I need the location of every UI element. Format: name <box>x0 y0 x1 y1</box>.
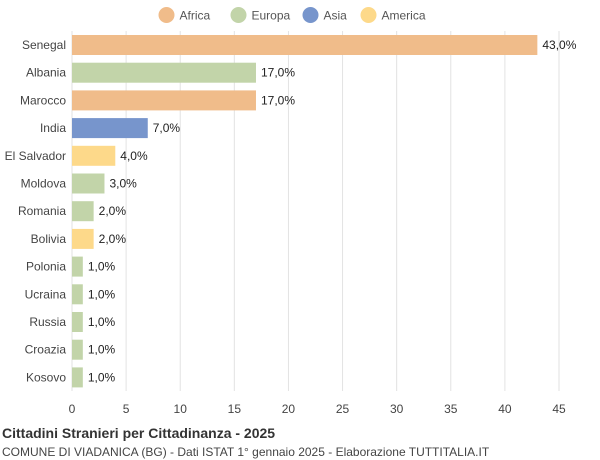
value-label: 1,0% <box>88 287 116 301</box>
x-tick-label: 40 <box>498 402 512 416</box>
bar <box>72 339 83 360</box>
value-label: 1,0% <box>88 370 116 384</box>
legend-swatch <box>360 7 377 23</box>
category-labels: Senegal Albania Marocco India El Salvador Mol… <box>5 38 67 384</box>
value-label: 2,0% <box>99 204 127 218</box>
category-label: Romania <box>18 204 66 218</box>
value-label: 7,0% <box>153 121 181 135</box>
bar <box>72 284 83 305</box>
legend-item: Europa <box>230 7 291 23</box>
bar <box>72 173 105 194</box>
x-tick-label: 0 <box>69 402 76 416</box>
category-label: El Salvador <box>5 149 66 163</box>
bar <box>72 35 538 55</box>
x-tick-label: 15 <box>228 402 242 416</box>
grid-lines <box>71 31 560 391</box>
category-label: Polonia <box>26 260 66 274</box>
legend-label: America <box>382 9 426 23</box>
category-label: Albania <box>26 66 66 80</box>
bar <box>72 62 256 83</box>
legend-item: Asia <box>302 7 348 23</box>
x-tick-label: 10 <box>174 402 188 416</box>
bars <box>72 35 538 388</box>
bar <box>72 312 83 332</box>
chart-subtitle: COMUNE DI VIADANICA (BG) - Dati ISTAT 1°… <box>2 445 490 459</box>
bar-chart: Africa Europa Asia America Senegal Albania Ma… <box>5 7 577 416</box>
x-tick-label: 20 <box>282 402 296 416</box>
bar <box>72 118 148 139</box>
category-label: India <box>40 121 66 135</box>
value-labels: 43,0% 17,0% 17,0% 7,0% 4,0% 3,0% 2,0% 2,0% 1,0% 1… <box>88 38 577 384</box>
x-tick-label: 35 <box>444 402 458 416</box>
x-tick-label: 5 <box>123 402 130 416</box>
value-label: 4,0% <box>120 149 148 163</box>
legend-item: America <box>360 7 426 23</box>
bar <box>72 201 94 222</box>
value-label: 17,0% <box>261 66 295 80</box>
legend-label: Europa <box>252 9 291 23</box>
category-label: Marocco <box>20 93 66 107</box>
value-label: 1,0% <box>88 315 116 329</box>
value-label: 43,0% <box>542 38 576 52</box>
category-label: Senegal <box>22 38 66 52</box>
legend-item: Africa <box>158 7 211 23</box>
value-label: 1,0% <box>88 343 116 357</box>
x-tick-label: 30 <box>390 402 404 416</box>
chart-title: Cittadini Stranieri per Cittadinanza - 2… <box>2 425 276 441</box>
legend-label: Asia <box>324 9 348 23</box>
legend-swatch <box>158 7 175 23</box>
legend-swatch <box>230 7 247 23</box>
x-axis-ticks: 0 5 10 15 20 25 30 35 40 45 <box>69 402 566 416</box>
x-tick-label: 25 <box>336 402 350 416</box>
x-tick-label: 45 <box>552 402 566 416</box>
category-label: Bolivia <box>31 232 67 246</box>
category-label: Russia <box>29 315 66 329</box>
bar <box>72 145 116 166</box>
category-label: Croazia <box>25 343 67 357</box>
value-label: 1,0% <box>88 260 116 274</box>
value-label: 17,0% <box>261 93 295 107</box>
bar <box>72 256 83 277</box>
bar <box>72 90 256 111</box>
category-label: Moldova <box>21 177 67 191</box>
value-label: 2,0% <box>99 232 127 246</box>
legend-label: Africa <box>180 9 211 23</box>
value-label: 3,0% <box>109 177 137 191</box>
category-label: Kosovo <box>26 370 66 384</box>
bar <box>72 228 94 249</box>
bar <box>72 367 83 388</box>
category-label: Ucraina <box>25 287 67 301</box>
legend-swatch <box>302 7 319 23</box>
legend: Africa Europa Asia America <box>158 7 426 23</box>
